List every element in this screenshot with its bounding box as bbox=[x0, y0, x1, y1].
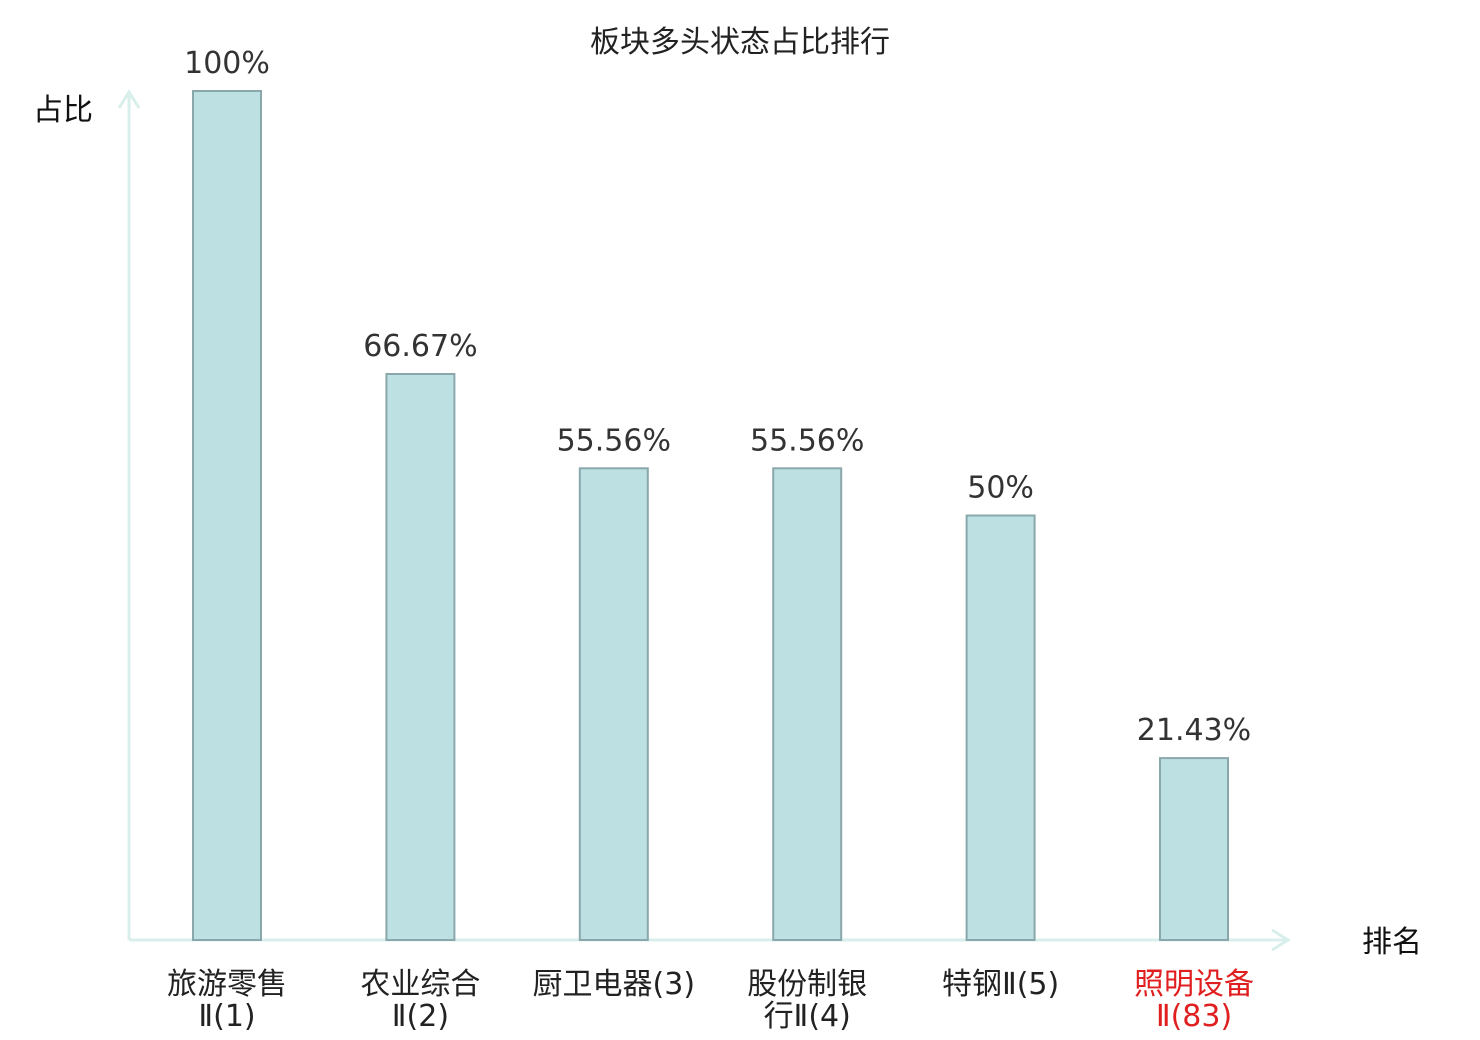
value-label-1: 100% bbox=[184, 46, 270, 81]
bars-group bbox=[192, 90, 1229, 941]
bar-5 bbox=[965, 514, 1036, 941]
category-label-1-line-2: Ⅱ(1) bbox=[198, 999, 255, 1034]
value-label-6: 21.43% bbox=[1137, 713, 1251, 748]
category-label-6-line-2: Ⅱ(83) bbox=[1156, 999, 1232, 1034]
bar-4 bbox=[772, 467, 843, 941]
bar-1 bbox=[192, 90, 262, 941]
value-label-3: 55.56% bbox=[557, 423, 671, 458]
y-axis-label: 占比 bbox=[33, 93, 93, 128]
bar-6 bbox=[1159, 757, 1229, 941]
category-label-4-line-1: 股份制银 bbox=[747, 967, 867, 1002]
category-label-1-line-1: 旅游零售 bbox=[167, 967, 287, 1002]
category-label-5-line-1: 特钢Ⅱ(5) bbox=[942, 967, 1059, 1002]
value-label-2: 66.67% bbox=[363, 329, 477, 364]
value-label-5: 50% bbox=[967, 471, 1034, 506]
x-axis-arrow-icon bbox=[1271, 928, 1291, 952]
y-axis-arrow-icon bbox=[117, 89, 141, 109]
bar-2 bbox=[385, 373, 456, 941]
category-label-2-line-2: Ⅱ(2) bbox=[392, 999, 449, 1034]
x-axis bbox=[129, 928, 1291, 952]
chart-title: 板块多头状态占比排行 bbox=[590, 25, 890, 60]
category-label-2-line-1: 农业综合 bbox=[360, 967, 480, 1002]
value-label-4: 55.56% bbox=[750, 423, 864, 458]
category-label-3-line-1: 厨卫电器(3) bbox=[533, 967, 696, 1002]
bar-3 bbox=[578, 467, 649, 941]
value-labels-group: 100% 66.67% 55.56% 55.56% 50% 21.43% bbox=[184, 46, 1251, 748]
x-axis-label: 排名 bbox=[1362, 925, 1422, 960]
y-axis bbox=[117, 89, 141, 940]
category-label-6-line-1: 照明设备 bbox=[1134, 967, 1254, 1002]
category-label-4-line-2: 行Ⅱ(4) bbox=[764, 999, 851, 1034]
